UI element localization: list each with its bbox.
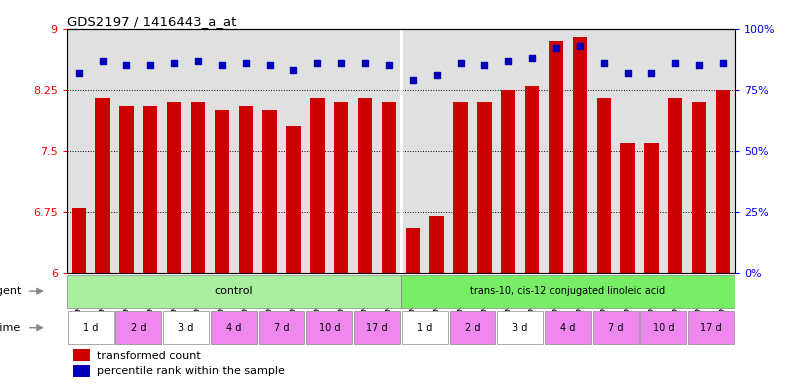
- Bar: [72, 208, 86, 273]
- Bar: [593, 311, 638, 344]
- Bar: [525, 86, 539, 273]
- Point: [335, 60, 347, 66]
- Bar: [689, 311, 734, 344]
- Text: agent: agent: [0, 286, 21, 296]
- Bar: [286, 126, 300, 273]
- Bar: [406, 228, 420, 273]
- Bar: [477, 102, 491, 273]
- Bar: [382, 102, 396, 273]
- Point: [692, 62, 705, 68]
- Bar: [74, 365, 90, 377]
- Point: [287, 67, 299, 73]
- Bar: [401, 275, 735, 308]
- Text: 1 d: 1 d: [417, 323, 432, 333]
- Bar: [68, 311, 114, 344]
- Bar: [498, 311, 543, 344]
- Bar: [334, 102, 348, 273]
- Bar: [597, 98, 611, 273]
- Bar: [310, 98, 325, 273]
- Text: 2 d: 2 d: [465, 323, 480, 333]
- Bar: [354, 311, 400, 344]
- Bar: [263, 110, 277, 273]
- Point: [597, 60, 610, 66]
- Bar: [74, 349, 90, 361]
- Point: [263, 62, 276, 68]
- Bar: [167, 102, 182, 273]
- Text: 1 d: 1 d: [83, 323, 98, 333]
- Point: [383, 62, 395, 68]
- Point: [431, 72, 443, 78]
- Bar: [641, 311, 686, 344]
- Text: 17 d: 17 d: [700, 323, 722, 333]
- Bar: [239, 106, 253, 273]
- Point: [97, 58, 109, 64]
- Point: [549, 45, 562, 51]
- Text: 4 d: 4 d: [560, 323, 575, 333]
- Bar: [215, 110, 229, 273]
- Bar: [573, 37, 587, 273]
- Bar: [259, 311, 304, 344]
- Bar: [67, 275, 401, 308]
- Point: [120, 62, 133, 68]
- Bar: [668, 98, 682, 273]
- Point: [72, 70, 85, 76]
- Point: [311, 60, 324, 66]
- Point: [645, 70, 658, 76]
- Bar: [454, 102, 468, 273]
- Point: [454, 60, 467, 66]
- Point: [717, 60, 729, 66]
- Bar: [716, 90, 730, 273]
- Point: [574, 43, 586, 49]
- Bar: [95, 98, 110, 273]
- Bar: [119, 106, 134, 273]
- Bar: [191, 102, 205, 273]
- Text: 17 d: 17 d: [366, 323, 387, 333]
- Point: [621, 70, 634, 76]
- Text: 3 d: 3 d: [512, 323, 528, 333]
- Bar: [211, 311, 257, 344]
- Bar: [116, 311, 161, 344]
- Point: [240, 60, 252, 66]
- Point: [526, 55, 538, 61]
- Bar: [358, 98, 373, 273]
- Bar: [307, 311, 352, 344]
- Bar: [429, 216, 444, 273]
- Point: [168, 60, 181, 66]
- Point: [215, 62, 228, 68]
- Text: GDS2197 / 1416443_a_at: GDS2197 / 1416443_a_at: [67, 15, 236, 28]
- Bar: [645, 143, 659, 273]
- Text: 7 d: 7 d: [608, 323, 623, 333]
- Bar: [450, 311, 495, 344]
- Bar: [143, 106, 157, 273]
- Point: [144, 62, 156, 68]
- Point: [192, 58, 204, 64]
- Bar: [402, 311, 448, 344]
- Point: [358, 60, 371, 66]
- Text: transformed count: transformed count: [97, 351, 200, 361]
- Text: trans-10, cis-12 conjugated linoleic acid: trans-10, cis-12 conjugated linoleic aci…: [470, 286, 666, 296]
- Bar: [163, 311, 209, 344]
- Text: 10 d: 10 d: [318, 323, 340, 333]
- Point: [478, 62, 490, 68]
- Bar: [545, 311, 591, 344]
- Text: percentile rank within the sample: percentile rank within the sample: [97, 366, 285, 376]
- Point: [502, 58, 515, 64]
- Bar: [620, 143, 635, 273]
- Text: 10 d: 10 d: [652, 323, 674, 333]
- Text: control: control: [215, 286, 253, 296]
- Point: [669, 60, 681, 66]
- Text: 4 d: 4 d: [226, 323, 241, 333]
- Text: time: time: [0, 323, 21, 333]
- Bar: [549, 41, 563, 273]
- Point: [406, 77, 419, 83]
- Text: 3 d: 3 d: [178, 323, 194, 333]
- Text: 7 d: 7 d: [274, 323, 289, 333]
- Bar: [692, 102, 707, 273]
- Bar: [501, 90, 516, 273]
- Text: 2 d: 2 d: [130, 323, 146, 333]
